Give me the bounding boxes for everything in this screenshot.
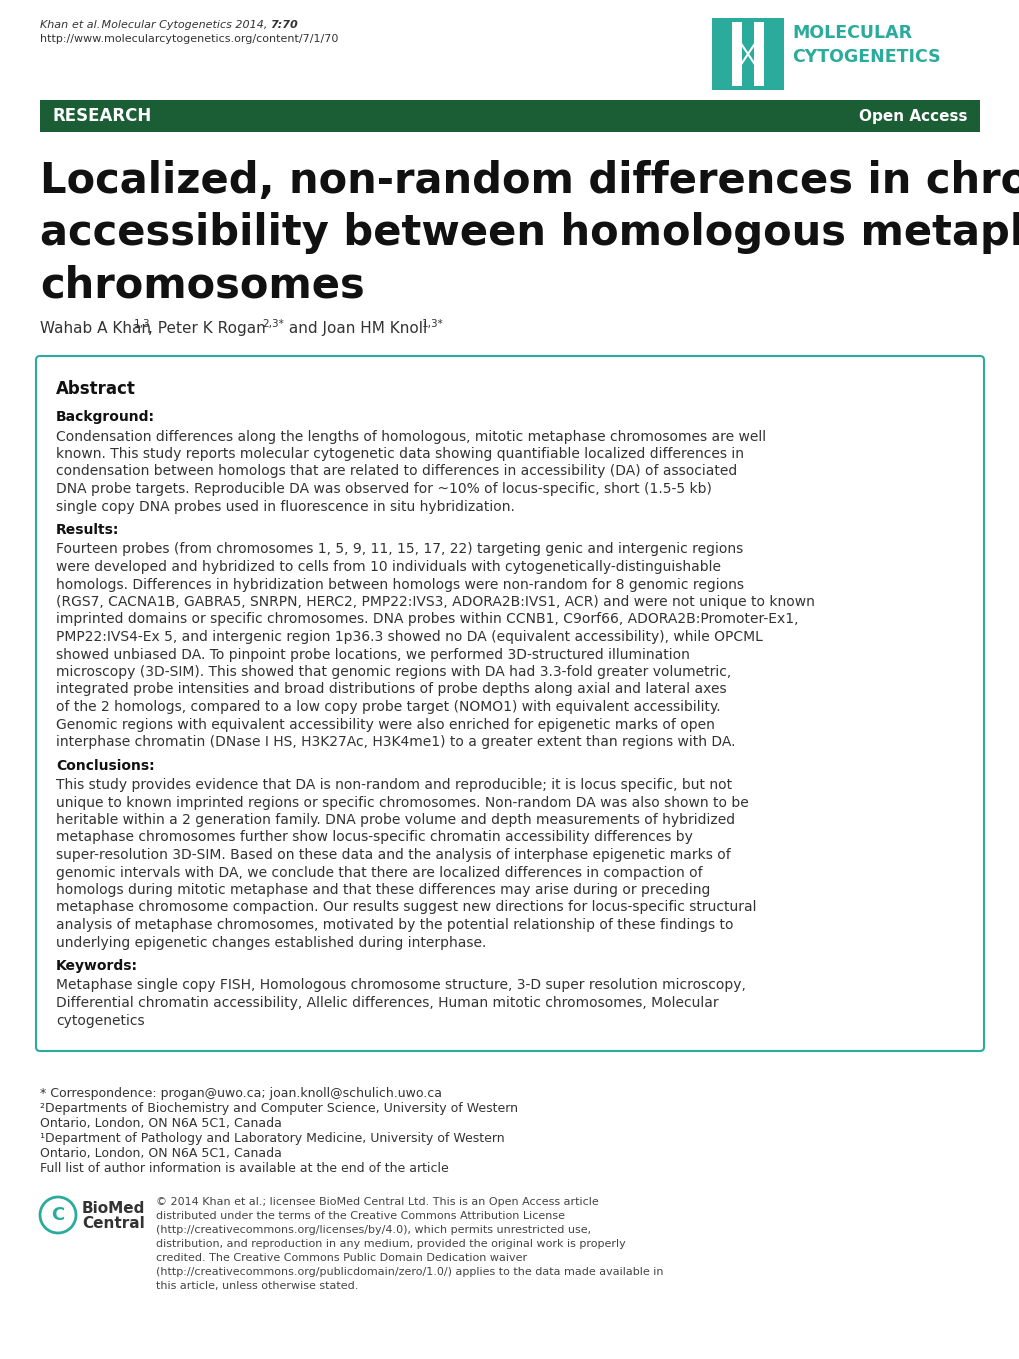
Text: (http://creativecommons.org/licenses/by/4.0), which permits unrestricted use,: (http://creativecommons.org/licenses/by/… [156, 1224, 591, 1235]
Text: credited. The Creative Commons Public Domain Dedication waiver: credited. The Creative Commons Public Do… [156, 1253, 527, 1263]
Text: ¹Department of Pathology and Laboratory Medicine, University of Western: ¹Department of Pathology and Laboratory … [40, 1132, 504, 1146]
Text: Background:: Background: [56, 410, 155, 424]
Text: Ontario, London, ON N6A 5C1, Canada: Ontario, London, ON N6A 5C1, Canada [40, 1147, 281, 1161]
Text: interphase chromatin (DNase I HS, H3K27Ac, H3K4me1) to a greater extent than reg: interphase chromatin (DNase I HS, H3K27A… [56, 735, 735, 749]
Text: metaphase chromosomes further show locus-specific chromatin accessibility differ: metaphase chromosomes further show locus… [56, 830, 692, 844]
Text: Conclusions:: Conclusions: [56, 758, 155, 772]
Text: distribution, and reproduction in any medium, provided the original work is prop: distribution, and reproduction in any me… [156, 1239, 625, 1249]
Text: Khan: Khan [40, 20, 71, 30]
Text: Fourteen probes (from chromosomes 1, 5, 9, 11, 15, 17, 22) targeting genic and i: Fourteen probes (from chromosomes 1, 5, … [56, 542, 743, 556]
Text: C: C [51, 1205, 64, 1224]
Text: Molecular Cytogenetics 2014,: Molecular Cytogenetics 2014, [98, 20, 271, 30]
Text: Metaphase single copy FISH, Homologous chromosome structure, 3-D super resolutio: Metaphase single copy FISH, Homologous c… [56, 978, 745, 992]
Text: et al.: et al. [72, 20, 100, 30]
Text: http://www.molecularcytogenetics.org/content/7/1/70: http://www.molecularcytogenetics.org/con… [40, 34, 338, 43]
Text: of the 2 homologs, compared to a low copy probe target (NOMO1) with equivalent a: of the 2 homologs, compared to a low cop… [56, 700, 719, 713]
Text: Abstract: Abstract [56, 381, 136, 398]
Text: Full list of author information is available at the end of the article: Full list of author information is avail… [40, 1162, 448, 1176]
Text: accessibility between homologous metaphase: accessibility between homologous metapha… [40, 212, 1019, 254]
Text: (http://creativecommons.org/publicdomain/zero/1.0/) applies to the data made ava: (http://creativecommons.org/publicdomain… [156, 1267, 662, 1277]
Text: unique to known imprinted regions or specific chromosomes. Non-random DA was als: unique to known imprinted regions or spe… [56, 795, 748, 810]
Text: analysis of metaphase chromosomes, motivated by the potential relationship of th: analysis of metaphase chromosomes, motiv… [56, 917, 733, 932]
Text: , Peter K Rogan: , Peter K Rogan [148, 321, 266, 336]
Text: metaphase chromosome compaction. Our results suggest new directions for locus-sp: metaphase chromosome compaction. Our res… [56, 901, 756, 915]
Text: (RGS7, CACNA1B, GABRA5, SNRPN, HERC2, PMP22:IVS3, ADORA2B:IVS1, ACR) and were no: (RGS7, CACNA1B, GABRA5, SNRPN, HERC2, PM… [56, 595, 814, 609]
Text: condensation between homologs that are related to differences in accessibility (: condensation between homologs that are r… [56, 465, 737, 478]
Text: single copy DNA probes used in fluorescence in situ hybridization.: single copy DNA probes used in fluoresce… [56, 500, 515, 514]
FancyBboxPatch shape [36, 356, 983, 1051]
Text: known. This study reports molecular cytogenetic data showing quantifiable locali: known. This study reports molecular cyto… [56, 447, 743, 461]
Text: and Joan HM Knoll: and Joan HM Knoll [283, 321, 427, 336]
Text: cytogenetics: cytogenetics [56, 1014, 145, 1027]
Text: Genomic regions with equivalent accessibility were also enriched for epigenetic : Genomic regions with equivalent accessib… [56, 718, 714, 731]
Text: homologs. Differences in hybridization between homologs were non-random for 8 ge: homologs. Differences in hybridization b… [56, 578, 743, 591]
Text: * Correspondence: progan@uwo.ca; joan.knoll@schulich.uwo.ca: * Correspondence: progan@uwo.ca; joan.kn… [40, 1087, 441, 1099]
Text: Wahab A Khan: Wahab A Khan [40, 321, 151, 336]
Text: 2,3*: 2,3* [262, 319, 283, 329]
Text: were developed and hybridized to cells from 10 individuals with cytogenetically-: were developed and hybridized to cells f… [56, 560, 720, 573]
Text: Localized, non-random differences in chromatin: Localized, non-random differences in chr… [40, 160, 1019, 202]
Bar [711, 18, 784, 90]
Text: DNA probe targets. Reproducible DA was observed for ~10% of locus-specific, shor: DNA probe targets. Reproducible DA was o… [56, 482, 711, 496]
Text: Differential chromatin accessibility, Allelic differences, Human mitotic chromos: Differential chromatin accessibility, Al… [56, 996, 718, 1010]
Text: 1,3*: 1,3* [422, 319, 443, 329]
Text: microscopy (3D-SIM). This showed that genomic regions with DA had 3.3-fold great: microscopy (3D-SIM). This showed that ge… [56, 665, 731, 680]
Text: underlying epigenetic changes established during interphase.: underlying epigenetic changes establishe… [56, 935, 486, 950]
Text: heritable within a 2 generation family. DNA probe volume and depth measurements : heritable within a 2 generation family. … [56, 813, 735, 828]
Text: Open Access: Open Access [859, 109, 967, 124]
Text: imprinted domains or specific chromosomes. DNA probes within CCNB1, C9orf66, ADO: imprinted domains or specific chromosome… [56, 613, 798, 626]
Text: 1,3: 1,3 [133, 319, 151, 329]
Text: BioMed: BioMed [82, 1201, 146, 1216]
Text: this article, unless otherwise stated.: this article, unless otherwise stated. [156, 1282, 358, 1291]
Text: 7:70: 7:70 [270, 20, 298, 30]
Text: © 2014 Khan et al.; licensee BioMed Central Ltd. This is an Open Access article: © 2014 Khan et al.; licensee BioMed Cent… [156, 1197, 598, 1207]
Bar [40, 101, 979, 132]
Text: showed unbiased DA. To pinpoint probe locations, we performed 3D-structured illu: showed unbiased DA. To pinpoint probe lo… [56, 647, 689, 662]
Text: PMP22:IVS4-Ex 5, and intergenic region 1p36.3 showed no DA (equivalent accessibi: PMP22:IVS4-Ex 5, and intergenic region 1… [56, 631, 762, 644]
Text: homologs during mitotic metaphase and that these differences may arise during or: homologs during mitotic metaphase and th… [56, 883, 709, 897]
Text: Central: Central [82, 1216, 145, 1231]
Bar [753, 22, 763, 86]
Text: ²Departments of Biochemistry and Computer Science, University of Western: ²Departments of Biochemistry and Compute… [40, 1102, 518, 1114]
Text: Results:: Results: [56, 523, 119, 537]
Text: RESEARCH: RESEARCH [52, 107, 151, 125]
Text: Keywords:: Keywords: [56, 959, 138, 973]
Text: chromosomes: chromosomes [40, 264, 365, 306]
Text: integrated probe intensities and broad distributions of probe depths along axial: integrated probe intensities and broad d… [56, 682, 726, 697]
Text: Ontario, London, ON N6A 5C1, Canada: Ontario, London, ON N6A 5C1, Canada [40, 1117, 281, 1129]
Text: Condensation differences along the lengths of homologous, mitotic metaphase chro: Condensation differences along the lengt… [56, 429, 765, 443]
Text: MOLECULAR: MOLECULAR [791, 24, 911, 42]
Text: This study provides evidence that DA is non-random and reproducible; it is locus: This study provides evidence that DA is … [56, 777, 732, 792]
Text: CYTOGENETICS: CYTOGENETICS [791, 48, 940, 67]
Bar [732, 22, 741, 86]
Text: genomic intervals with DA, we conclude that there are localized differences in c: genomic intervals with DA, we conclude t… [56, 866, 702, 879]
Text: super-resolution 3D-SIM. Based on these data and the analysis of interphase epig: super-resolution 3D-SIM. Based on these … [56, 848, 730, 862]
Text: distributed under the terms of the Creative Commons Attribution License: distributed under the terms of the Creat… [156, 1211, 565, 1220]
